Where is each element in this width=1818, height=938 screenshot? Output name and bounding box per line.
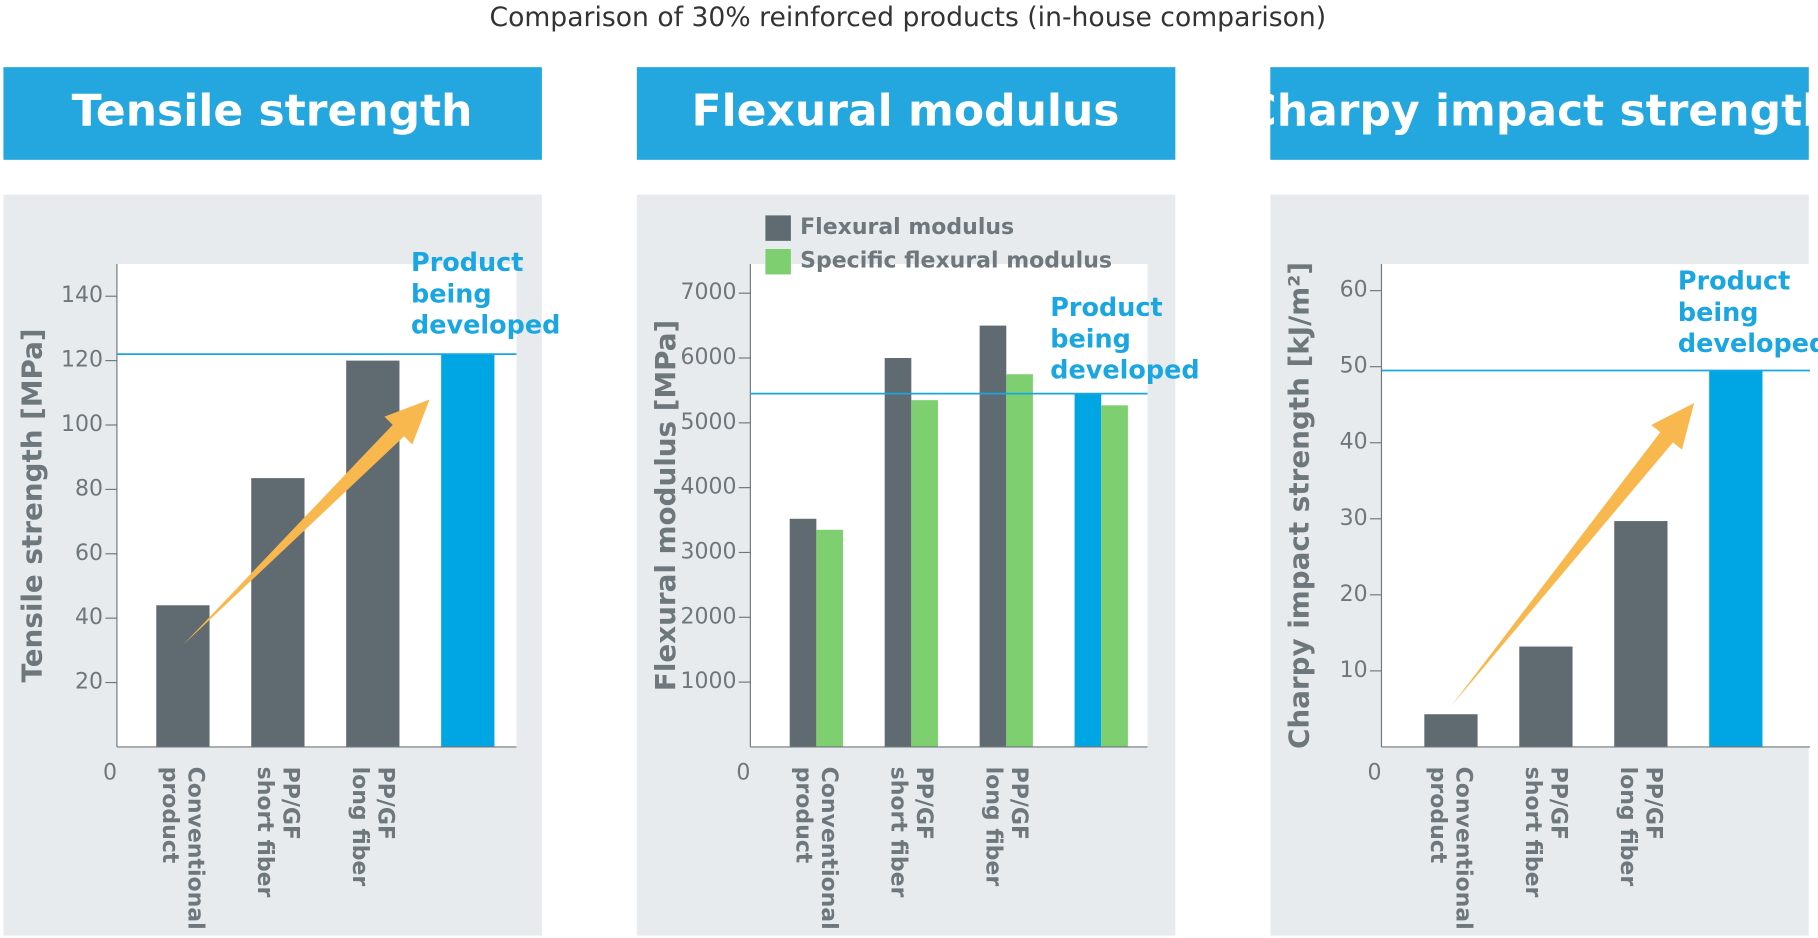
y-tick-label: 140 bbox=[61, 283, 103, 308]
bar bbox=[1709, 370, 1763, 747]
y-tick-label: 0 bbox=[736, 761, 750, 786]
x-tick-label: PP/GF short fiber bbox=[885, 767, 935, 898]
bar bbox=[1519, 646, 1573, 747]
y-tick-label: 60 bbox=[75, 541, 103, 566]
panel-header bbox=[3, 67, 542, 160]
y-tick-label: 20 bbox=[1340, 582, 1368, 607]
y-tick-label: 2000 bbox=[680, 604, 736, 629]
bar bbox=[1006, 374, 1033, 747]
x-tick-label: Conventional product bbox=[1425, 767, 1475, 938]
bar bbox=[816, 529, 843, 747]
y-tick-label: 7000 bbox=[680, 280, 736, 305]
y-axis-label: Tensile strength [MPa] bbox=[16, 328, 49, 682]
bar bbox=[789, 518, 817, 747]
x-tick-label: PP/GF long fiber bbox=[1615, 767, 1665, 887]
bar bbox=[1101, 405, 1128, 747]
annotation: Product being developed bbox=[1678, 267, 1818, 360]
y-tick-label: 80 bbox=[75, 476, 103, 501]
bar bbox=[979, 325, 1007, 747]
x-tick-label: PP/GF short fiber bbox=[252, 767, 302, 898]
x-tick-label: PP/GF short fiber bbox=[1520, 767, 1570, 898]
y-tick-label: 3000 bbox=[680, 539, 736, 564]
bar bbox=[441, 354, 495, 747]
bar bbox=[346, 360, 400, 747]
y-tick-label: 40 bbox=[75, 605, 103, 630]
x-tick-label: Conventional product bbox=[790, 767, 840, 938]
y-tick-label: 50 bbox=[1340, 354, 1368, 379]
y-tick-label: 60 bbox=[1340, 278, 1368, 303]
legend-swatch bbox=[765, 215, 791, 241]
y-tick-label: 5000 bbox=[680, 410, 736, 435]
page-title: Comparison of 30% reinforced products (i… bbox=[489, 2, 1326, 33]
y-tick-label: 40 bbox=[1340, 430, 1368, 455]
y-tick-label: 0 bbox=[103, 761, 117, 786]
x-tick-label: PP/GF long fiber bbox=[347, 767, 397, 887]
x-tick-label: PP/GF long fiber bbox=[980, 767, 1030, 887]
bar bbox=[884, 358, 912, 747]
panel-header bbox=[1270, 67, 1809, 160]
panel-title: Charpy impact strength bbox=[1244, 85, 1818, 136]
legend-label: Flexural modulus bbox=[800, 215, 1014, 240]
bar bbox=[1424, 714, 1478, 747]
bar bbox=[156, 605, 210, 747]
bar bbox=[1614, 521, 1668, 747]
y-tick-label: 120 bbox=[61, 348, 103, 373]
y-tick-label: 100 bbox=[61, 412, 103, 437]
legend-swatch bbox=[765, 248, 791, 275]
bar bbox=[251, 478, 305, 747]
y-tick-label: 1000 bbox=[680, 669, 736, 694]
y-tick-label: 30 bbox=[1340, 506, 1368, 531]
y-tick-label: 10 bbox=[1340, 658, 1368, 683]
bar bbox=[1074, 393, 1102, 747]
y-tick-label: 6000 bbox=[680, 345, 736, 370]
y-tick-label: 20 bbox=[75, 670, 103, 695]
y-tick-label: 0 bbox=[1368, 761, 1382, 786]
panel-title: Tensile strength bbox=[72, 85, 473, 136]
annotation: Product being developed bbox=[1050, 293, 1199, 386]
panel-title: Flexural modulus bbox=[692, 85, 1120, 136]
legend-label: Specific flexural modulus bbox=[800, 249, 1112, 274]
bar bbox=[911, 400, 938, 747]
x-tick-label: Conventional product bbox=[157, 767, 207, 938]
annotation: Product being developed bbox=[411, 248, 560, 341]
panel-header bbox=[636, 67, 1176, 160]
y-tick-label: 4000 bbox=[680, 475, 736, 500]
y-axis-label: Charpy impact strength [kJ/m²] bbox=[1282, 262, 1315, 749]
y-axis-label: Flexural modulus [MPa] bbox=[649, 320, 682, 691]
trend-arrow bbox=[182, 399, 430, 646]
trend-arrow bbox=[1450, 402, 1695, 707]
